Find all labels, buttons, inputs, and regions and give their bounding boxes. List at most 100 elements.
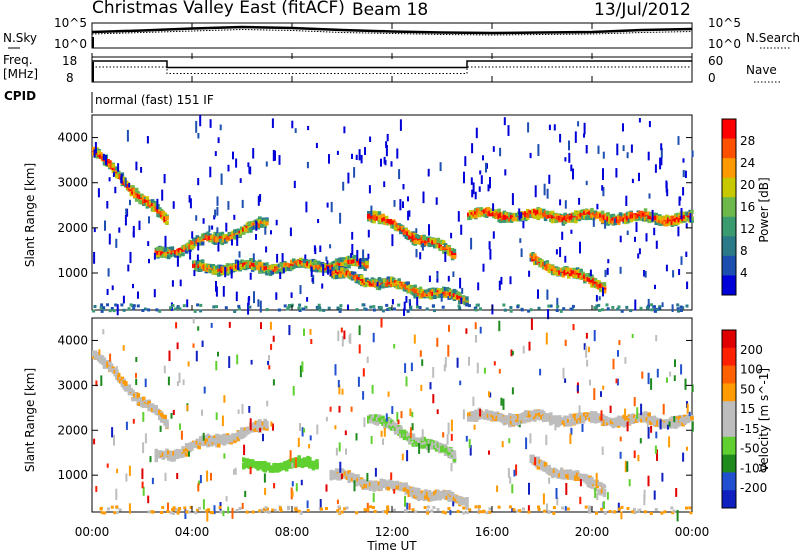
- scatter-speck: [137, 291, 139, 299]
- heatmap-cell: [93, 350, 98, 355]
- heatmap-cell: [277, 463, 282, 467]
- heatmap-cell: [188, 239, 192, 244]
- heatmap-cell: [179, 453, 183, 458]
- heatmap-cell: [220, 231, 225, 236]
- heatmap-cell: [156, 213, 160, 218]
- heatmap-cell: [184, 249, 189, 254]
- heatmap-cell: [213, 441, 217, 446]
- heatmap-cell: [415, 234, 419, 238]
- heatmap-cell: [333, 474, 337, 479]
- heatmap-cell: [549, 218, 553, 223]
- scatter-speck: [595, 295, 598, 302]
- heatmap-cell: [383, 421, 387, 426]
- heatmap-cell: [484, 409, 489, 414]
- colorbar-segment: [722, 216, 736, 237]
- heatmap-cell: [154, 202, 158, 207]
- heatmap-cell: [483, 209, 487, 214]
- colorbar-segment: [722, 255, 736, 276]
- scatter-speck: [428, 224, 430, 236]
- scatter-speck: [129, 251, 132, 264]
- heatmap-cell: [302, 259, 307, 263]
- y-tick-label: 4000: [57, 131, 88, 145]
- scatter-speck: [132, 225, 135, 238]
- heatmap-cell: [99, 354, 103, 359]
- heatmap-cell: [336, 261, 341, 266]
- heatmap-cell: [425, 491, 430, 496]
- heatmap-cell: [125, 184, 130, 189]
- heatmap-cell: [374, 278, 378, 283]
- heatmap-cell: [431, 445, 435, 450]
- heatmap-cell: [227, 440, 232, 445]
- heatmap-cell: [443, 444, 448, 449]
- heatmap-cell: [631, 214, 635, 219]
- scatter-speck: [399, 199, 402, 211]
- heatmap-cell: [440, 239, 444, 244]
- heatmap-cell: [145, 204, 150, 209]
- heatmap-cell: [434, 496, 439, 501]
- heatmap-cell: [415, 289, 419, 294]
- freq-series-line: [92, 60, 692, 69]
- heatmap-cell: [215, 439, 219, 444]
- heatmap-cell: [300, 461, 305, 466]
- heatmap-cell: [395, 427, 400, 432]
- near-range-cell: [679, 309, 683, 312]
- heatmap-cell: [136, 394, 141, 399]
- heatmap-cell: [402, 436, 407, 441]
- heatmap-cell: [436, 292, 441, 297]
- scatter-speck: [634, 299, 637, 311]
- heatmap-cell: [531, 208, 535, 213]
- heatmap-cell: [404, 230, 408, 235]
- heatmap-cell: [181, 446, 185, 451]
- heatmap-cell: [675, 219, 680, 224]
- heatmap-cell: [133, 397, 137, 402]
- heatmap-cell: [654, 218, 658, 223]
- heatmap-cell: [231, 268, 235, 273]
- heatmap-cell: [120, 383, 125, 388]
- heatmap-cell: [233, 263, 237, 268]
- scatter-speck: [252, 253, 255, 262]
- heatmap-cell: [506, 417, 510, 422]
- heatmap-cell: [206, 263, 210, 268]
- heatmap-cell: [152, 208, 157, 213]
- heatmap-cell: [424, 495, 428, 500]
- scatter-speck: [128, 183, 131, 188]
- heatmap-cell: [270, 468, 275, 473]
- scatter-speck: [630, 144, 633, 153]
- heatmap-cell: [252, 266, 257, 271]
- heatmap-cell: [379, 215, 383, 220]
- near-range-cell: [409, 307, 413, 311]
- heatmap-cell: [354, 481, 358, 486]
- heatmap-cell: [256, 265, 260, 270]
- heatmap-cell: [238, 430, 242, 435]
- heatmap-cell: [352, 262, 357, 267]
- heatmap-cell: [199, 436, 203, 441]
- near-range-cell: [475, 303, 479, 307]
- heatmap-cell: [511, 217, 516, 222]
- heatmap-cell: [263, 461, 267, 465]
- scatter-speck: [209, 119, 212, 128]
- heatmap-cell: [231, 234, 235, 239]
- heatmap-cell: [202, 267, 207, 271]
- heatmap-cell: [350, 271, 355, 276]
- heatmap-cell: [449, 454, 453, 459]
- heatmap-cell: [252, 425, 257, 430]
- heatmap-cell: [427, 238, 432, 242]
- heatmap-cell: [388, 421, 392, 426]
- heatmap-cell: [92, 350, 96, 355]
- colorbar-segment: [722, 197, 736, 218]
- near-range-cell: [406, 309, 410, 313]
- heatmap-cell: [161, 253, 166, 258]
- heatmap-cell: [165, 453, 169, 458]
- heatmap-cell: [417, 235, 421, 239]
- heatmap-cell: [188, 445, 192, 449]
- heatmap-cell: [438, 449, 442, 454]
- heatmap-cell: [579, 212, 583, 217]
- heatmap-cell: [374, 216, 378, 221]
- heatmap-cell: [429, 242, 433, 247]
- heatmap-cell: [388, 418, 392, 423]
- heatmap-cell: [456, 291, 460, 296]
- scatter-speck: [645, 233, 648, 242]
- scatter-speck: [293, 180, 296, 189]
- heatmap-cell: [533, 214, 537, 219]
